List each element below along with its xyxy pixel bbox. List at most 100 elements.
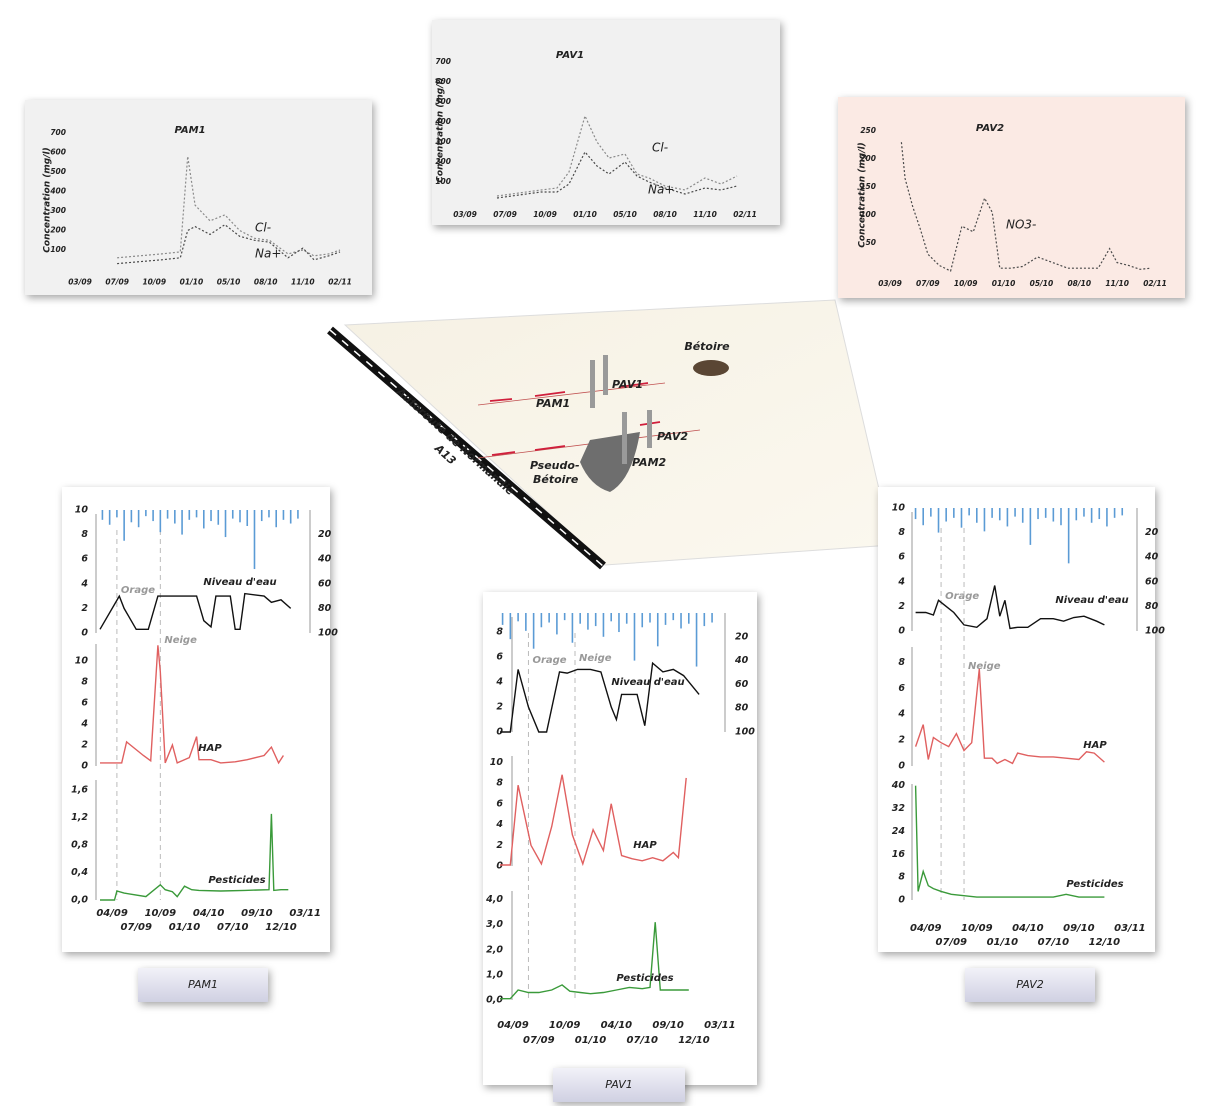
data-line [500, 922, 689, 1000]
event-label: Orage [121, 585, 155, 596]
x-tick-label: 11/10 [693, 210, 717, 219]
y-tick-label: 40 [891, 780, 906, 791]
diagram-label: PAM2 [632, 456, 667, 469]
y-tick-label: 50 [866, 238, 876, 247]
x-tick-label: 09/10 [241, 908, 273, 919]
y-tick-label: 3,0 [486, 919, 503, 930]
y-tick-label: 2 [898, 601, 905, 612]
y-tick-label: 300 [50, 206, 66, 215]
diagram-label: PAV1 [612, 378, 643, 391]
y-tick-label: 10 [75, 656, 89, 667]
y-tick-label: 10 [75, 505, 89, 516]
caption-box [138, 968, 268, 1002]
y-tick-label: 200 [50, 226, 66, 235]
y-tick-label: 400 [50, 187, 66, 196]
x-tick-label: 07/09 [105, 278, 129, 287]
x-tick-label: 07/10 [1038, 937, 1070, 948]
diagram-label: Bétoire [533, 473, 579, 486]
x-tick-label: 07/09 [523, 1035, 555, 1046]
y-tick-label: 0,4 [71, 867, 88, 878]
y-tick-label: 2,0 [486, 944, 503, 955]
y-tick-label: 1,2 [71, 812, 88, 823]
event-label: Neige [164, 635, 197, 646]
series-label: Pesticides [1066, 879, 1123, 890]
x-tick-label: 05/10 [217, 278, 241, 287]
x-tick-label: 03/09 [878, 279, 902, 288]
y-tick-label: 2 [81, 603, 88, 614]
x-tick-label: 01/10 [992, 279, 1016, 288]
caption: PAV1 [605, 1078, 633, 1091]
event-label: Orage [945, 591, 979, 602]
flow-line [477, 382, 666, 406]
y-tick-label: 24 [892, 826, 906, 837]
y-tick-label: 8 [898, 657, 905, 668]
series-label: NO3- [1006, 218, 1036, 232]
x-tick-label: 10/09 [961, 923, 993, 934]
plane [343, 299, 893, 566]
data-line [99, 592, 292, 630]
y-tick-label: 0,0 [486, 995, 503, 1006]
diagram-label: PAM1 [536, 397, 570, 410]
x-tick-label: 11/10 [291, 278, 315, 287]
y2-tick-label: 60 [1145, 576, 1159, 587]
x-tick-label: 08/10 [254, 278, 278, 287]
x-tick-label: 12/10 [1089, 937, 1121, 948]
chart [838, 97, 1185, 298]
series-label: Cl- [652, 141, 668, 155]
x-tick-label: 04/10 [193, 908, 225, 919]
x-tick-label: 12/10 [678, 1035, 710, 1046]
x-tick-label: 03/11 [704, 1020, 735, 1031]
x-tick-label: 07/09 [916, 279, 940, 288]
y-tick-label: 0 [898, 626, 905, 637]
data-line [500, 774, 687, 867]
y2-tick-label: 60 [735, 679, 749, 690]
y-tick-label: 700 [435, 57, 451, 66]
betoire-hole [693, 360, 729, 376]
y-tick-label: 2 [81, 740, 88, 751]
x-tick-label: 08/10 [653, 210, 677, 219]
data-line [500, 661, 700, 733]
x-tick-label: 07/10 [217, 922, 249, 933]
caption: PAM1 [188, 978, 218, 991]
y-tick-label: 700 [50, 128, 66, 137]
x-tick-label: 02/11 [328, 278, 352, 287]
chart-title: PAM1 [174, 125, 205, 136]
y-tick-label: 200 [860, 154, 876, 163]
x-tick-label: 11/10 [1105, 279, 1129, 288]
x-tick-label: 02/11 [733, 210, 757, 219]
y-tick-label: 16 [892, 849, 906, 860]
y2-tick-label: 60 [318, 578, 332, 589]
data-line [496, 114, 738, 197]
x-tick-label: 10/09 [142, 278, 166, 287]
y-tick-label: 10 [490, 757, 504, 768]
x-tick-label: 10/09 [549, 1020, 581, 1031]
data-line [915, 585, 1105, 630]
series-label: Niveau d'eau [611, 677, 684, 688]
data-line [914, 785, 1105, 898]
y-tick-label: 8 [496, 626, 503, 637]
x-tick-label: 10/09 [145, 908, 177, 919]
y2-tick-label: 100 [318, 628, 338, 639]
caption: PAV2 [1016, 978, 1044, 991]
y-axis-label: Concentration (mg/l) [43, 147, 53, 252]
y-tick-label: 4 [80, 578, 88, 589]
caption-box [553, 1068, 685, 1102]
y-tick-label: 6 [496, 798, 503, 809]
chart-card [483, 592, 757, 1085]
x-tick-label: 01/10 [575, 1035, 607, 1046]
series-label: Pesticides [208, 875, 265, 886]
y-tick-label: 500 [50, 167, 66, 176]
event-label: Neige [579, 653, 612, 664]
y2-tick-label: 80 [1145, 601, 1159, 612]
chart-card [838, 97, 1185, 298]
x-tick-label: 07/09 [493, 210, 517, 219]
y-tick-label: 6 [496, 651, 503, 662]
chart-card [25, 100, 372, 295]
y-tick-label: 1,6 [71, 784, 88, 795]
chart [62, 487, 330, 952]
series-label: Niveau d'eau [1055, 595, 1128, 606]
y2-tick-label: 80 [318, 603, 332, 614]
y2-tick-label: 40 [734, 655, 749, 666]
x-tick-label: 01/10 [169, 922, 201, 933]
caption-box [965, 968, 1095, 1002]
